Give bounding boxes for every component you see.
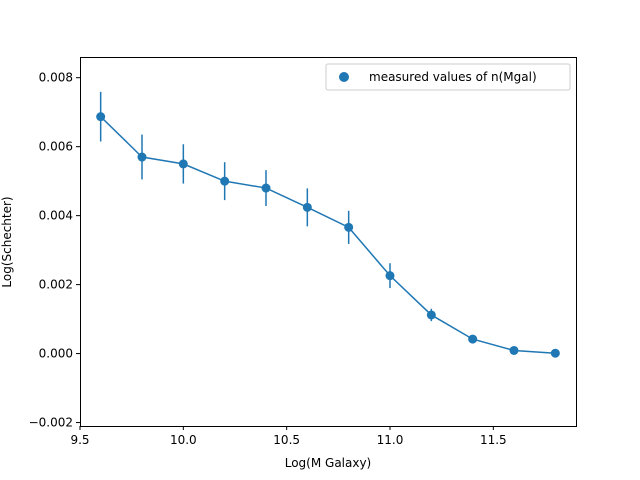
y-tick-label: −0.002 <box>29 416 73 430</box>
data-point <box>220 176 230 186</box>
data-point <box>550 348 560 358</box>
y-axis-label: Log(Schechter) <box>0 196 14 287</box>
data-point <box>137 152 147 162</box>
series-line <box>100 116 556 354</box>
data-point <box>302 202 312 212</box>
data-point <box>509 345 519 355</box>
data-point <box>261 183 271 193</box>
y-tick-label: 0.000 <box>39 347 73 361</box>
legend-marker <box>339 72 349 82</box>
x-axis-label: Log(M Galaxy) <box>285 456 372 470</box>
ticks-layer: 9.5 10.0 10.5 11.0 11.5 −0.002 0.000 0.002 0.004… <box>29 71 507 447</box>
y-tick-label: 0.006 <box>39 140 73 154</box>
y-tick-label: 0.004 <box>39 209 73 223</box>
x-tick-label: 11.5 <box>480 433 507 447</box>
legend-box <box>325 63 571 91</box>
legend-label: measured values of n(Mgal) <box>369 70 537 84</box>
legend: measured values of n(Mgal) <box>325 63 571 91</box>
plot-layer <box>96 91 560 358</box>
x-tick-label: 11.0 <box>377 433 404 447</box>
x-tick-label: 10.5 <box>273 433 300 447</box>
data-point <box>385 271 395 281</box>
data-point <box>344 222 354 232</box>
data-point <box>178 159 188 169</box>
data-point <box>468 334 478 344</box>
axes-frame <box>80 57 577 427</box>
data-point <box>426 310 436 320</box>
y-tick-label: 0.002 <box>39 278 73 292</box>
y-tick-label: 0.008 <box>39 71 73 85</box>
x-tick-label: 10.0 <box>170 433 197 447</box>
data-point <box>96 112 106 122</box>
x-tick-label: 9.5 <box>70 433 89 447</box>
